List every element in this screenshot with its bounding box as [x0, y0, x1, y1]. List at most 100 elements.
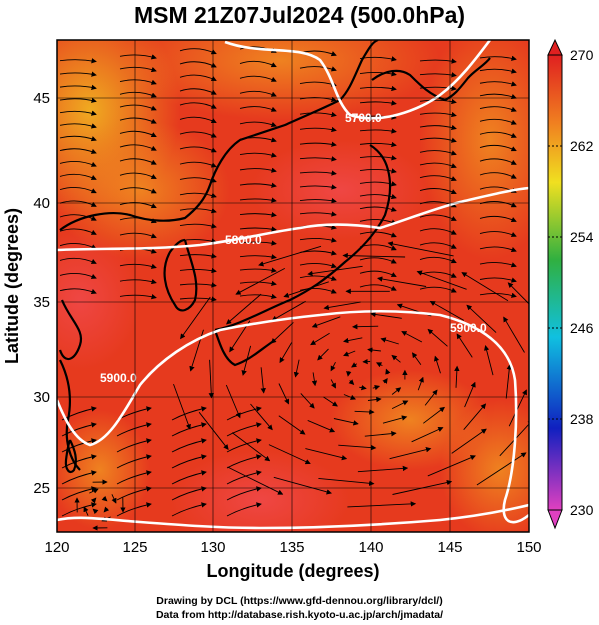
streamline — [419, 162, 457, 169]
coastlines — [58, 40, 491, 474]
streamline — [299, 211, 337, 217]
streamline — [283, 281, 329, 298]
streamline — [227, 466, 284, 495]
streamline — [401, 331, 423, 343]
y-tick-30: 30 — [33, 389, 50, 406]
streamline — [419, 286, 457, 293]
streamline — [479, 93, 517, 100]
streamline — [226, 454, 262, 469]
streamline — [419, 137, 457, 143]
streamline — [239, 197, 277, 203]
colorbar-tick-270: 270 — [570, 47, 594, 63]
streamline — [359, 128, 397, 134]
streamline — [59, 200, 97, 207]
streamline — [226, 422, 262, 437]
streamline — [389, 447, 432, 460]
contour-label-5800: 5800.0 — [225, 233, 262, 247]
y-tick-40: 40 — [33, 195, 50, 212]
streamline — [239, 212, 277, 218]
streamline — [119, 66, 157, 73]
streamline — [61, 454, 97, 469]
streamline — [250, 403, 273, 431]
streamline — [385, 368, 391, 375]
streamline — [171, 470, 207, 485]
streamline — [226, 470, 262, 485]
streamline — [503, 316, 525, 353]
streamline — [330, 379, 336, 389]
streamline — [116, 438, 152, 453]
streamline — [359, 270, 397, 277]
streamline — [451, 428, 487, 454]
streamline — [239, 152, 277, 158]
streamline — [364, 430, 397, 437]
streamline — [359, 168, 397, 174]
streamline — [116, 454, 152, 469]
streamline — [419, 72, 457, 78]
streamline — [59, 228, 97, 235]
credit-line-drawing: Drawing by DCL (https://www.gfd-dennou.o… — [156, 595, 443, 607]
streamline — [479, 106, 517, 112]
streamline — [299, 170, 337, 176]
streamline — [454, 365, 460, 388]
streamline — [359, 100, 397, 106]
grid-lines — [57, 40, 529, 532]
streamline — [359, 257, 397, 264]
x-tick-150: 150 — [516, 539, 541, 556]
streamline — [59, 84, 97, 90]
streamline — [479, 215, 517, 222]
streamline — [359, 384, 367, 391]
streamline — [346, 371, 352, 377]
streamline — [226, 293, 262, 325]
streamline — [323, 396, 338, 407]
streamline — [419, 256, 457, 264]
streamline — [226, 438, 262, 453]
streamline — [537, 338, 546, 380]
streamline — [311, 372, 318, 387]
streamline — [359, 141, 397, 148]
streamline — [92, 508, 99, 515]
streamline — [258, 245, 322, 267]
streamline — [119, 91, 157, 98]
streamline — [119, 294, 157, 300]
streamline — [89, 488, 99, 494]
streamline — [59, 173, 97, 180]
streamline — [377, 276, 427, 287]
streamline — [90, 497, 97, 504]
streamline — [299, 197, 337, 204]
streamline — [171, 438, 207, 453]
contour-label-5900-east: 5900.0 — [450, 321, 487, 335]
streamline — [101, 495, 108, 502]
streamline — [456, 333, 473, 358]
plot-frame — [56, 39, 530, 533]
streamline — [59, 186, 97, 194]
streamline — [119, 232, 157, 239]
streamline — [119, 104, 157, 111]
colorbar-bottom-arrow — [547, 509, 563, 530]
streamline — [419, 175, 457, 182]
streamline — [231, 432, 271, 462]
streamline — [505, 364, 512, 399]
streamline — [299, 66, 337, 72]
streamline — [479, 261, 517, 268]
streamline — [299, 111, 337, 118]
streamline — [484, 345, 494, 376]
colorbar-top-arrow — [547, 38, 563, 56]
streamline — [299, 237, 337, 243]
streamline — [119, 117, 157, 124]
streamline — [119, 144, 157, 151]
x-tick-145: 145 — [437, 539, 462, 556]
streamline — [323, 301, 361, 311]
streamline — [116, 486, 152, 501]
streamline — [119, 278, 157, 285]
x-tick-labels: 120 125 130 135 140 145 150 — [44, 539, 541, 556]
streamline — [317, 348, 329, 361]
streamline — [119, 130, 157, 138]
streamline — [299, 275, 337, 281]
credit-text: Drawing by DCL (https://www.gfd-dennou.o… — [0, 594, 599, 622]
contour-label-5900-west: 5900.0 — [100, 371, 137, 385]
credit-line-data: Data from http://database.rish.kyoto-u.a… — [155, 609, 444, 621]
y-tick-35: 35 — [33, 294, 50, 311]
streamline — [239, 254, 277, 260]
streamline — [59, 288, 97, 294]
